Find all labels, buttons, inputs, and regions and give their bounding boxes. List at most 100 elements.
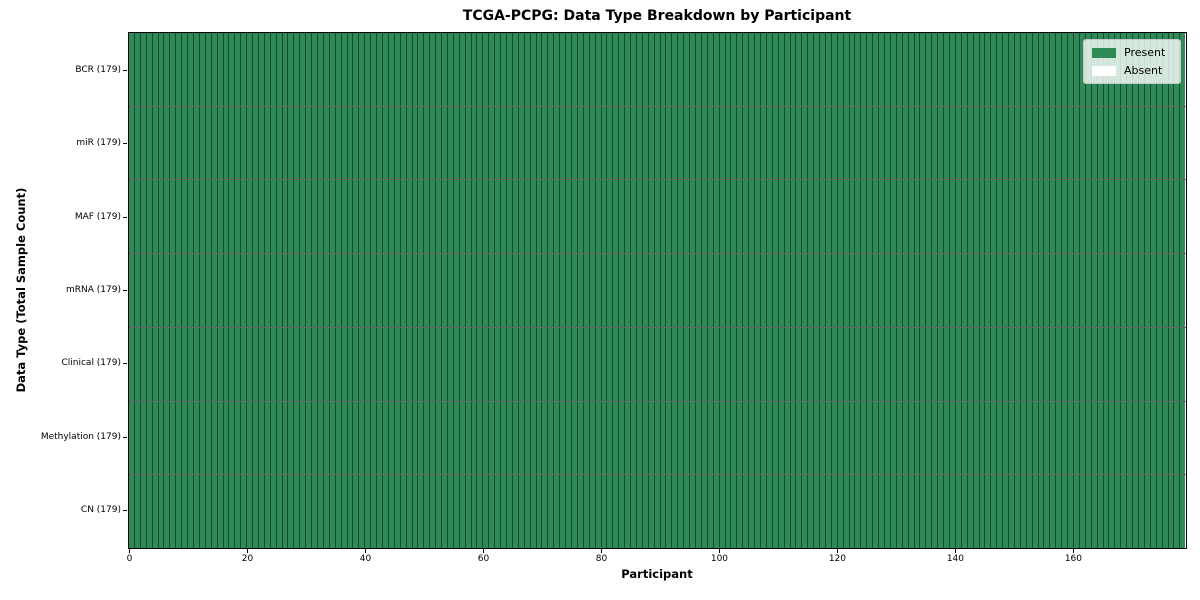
heatmap-cell: [257, 401, 264, 475]
heatmap-cell: [470, 33, 477, 106]
heatmap-cell: [535, 106, 542, 180]
heatmap-cell: [169, 106, 176, 180]
heatmap-cell: [683, 327, 690, 401]
heatmap-cell: [393, 254, 400, 327]
heatmap-cell: [819, 254, 825, 327]
heatmap-cell: [317, 401, 323, 475]
y-tick-mark: [123, 510, 127, 512]
heatmap-cell: [588, 106, 595, 180]
heatmap-cell: [978, 254, 985, 327]
heatmap-cell: [204, 180, 211, 254]
heatmap-cell: [813, 33, 820, 106]
heatmap-cell: [393, 106, 400, 180]
heatmap-cell: [1067, 254, 1073, 327]
heatmap-cell: [889, 401, 896, 475]
heatmap-cell: [842, 327, 849, 401]
heatmap-cell: [913, 327, 920, 401]
heatmap-cell: [129, 33, 134, 106]
heatmap-cell: [889, 327, 896, 401]
x-tick-mark: [954, 549, 956, 553]
heatmap-cell: [754, 33, 760, 106]
heatmap-cell: [1049, 475, 1056, 549]
heatmap-cell: [322, 401, 329, 475]
heatmap-cell: [299, 33, 306, 106]
heatmap-cell: [641, 254, 648, 327]
heatmap-cell: [860, 33, 867, 106]
heatmap-cell: [1179, 180, 1186, 254]
heatmap-cell: [328, 180, 335, 254]
heatmap-cell: [399, 106, 406, 180]
heatmap-cell: [954, 327, 961, 401]
heatmap-cell: [511, 180, 518, 254]
heatmap-cell: [129, 475, 134, 549]
y-tick-label: Methylation (179): [40, 431, 121, 442]
heatmap-cell: [1132, 401, 1138, 475]
heatmap-cell: [884, 327, 890, 401]
heatmap-cell: [352, 33, 359, 106]
heatmap-cell: [216, 33, 223, 106]
heatmap-cell: [954, 401, 961, 475]
heatmap-cell: [263, 475, 270, 549]
heatmap-cell: [848, 327, 855, 401]
heatmap-cell: [695, 33, 701, 106]
heatmap-cell: [659, 254, 666, 327]
heatmap-cell: [376, 180, 382, 254]
heatmap-cell: [358, 254, 365, 327]
heatmap-cell: [1120, 180, 1127, 254]
heatmap-cell: [706, 327, 713, 401]
heatmap-cell: [1084, 401, 1091, 475]
heatmap-cell: [1043, 401, 1050, 475]
heatmap-cell: [1031, 327, 1038, 401]
heatmap-cell: [1155, 401, 1162, 475]
heatmap-cell: [978, 475, 985, 549]
heatmap-cell: [712, 475, 719, 549]
heatmap-cell: [133, 401, 140, 475]
heatmap-cell: [706, 33, 713, 106]
heatmap-cell: [730, 106, 737, 180]
heatmap-cell: [1061, 475, 1068, 549]
heatmap-cell: [647, 401, 654, 475]
heatmap-cell: [1120, 254, 1127, 327]
heatmap-cell: [789, 254, 796, 327]
heatmap-cell: [257, 254, 264, 327]
heatmap-cell: [269, 180, 276, 254]
heatmap-cell: [801, 254, 808, 327]
heatmap-cell: [1025, 475, 1032, 549]
heatmap-cell: [317, 327, 323, 401]
heatmap-cell: [494, 33, 501, 106]
heatmap-cell: [240, 475, 247, 549]
heatmap-cell: [1167, 254, 1174, 327]
heatmap-cell: [311, 33, 317, 106]
heatmap-cell: [476, 327, 483, 401]
heatmap-cell: [1143, 106, 1150, 180]
heatmap-cell: [801, 327, 808, 401]
heatmap-cell: [1149, 327, 1156, 401]
heatmap-cell: [606, 33, 613, 106]
heatmap-cell: [978, 33, 985, 106]
heatmap-cell: [458, 180, 465, 254]
heatmap-cell: [328, 106, 335, 180]
heatmap-cell: [990, 254, 997, 327]
heatmap-cell: [931, 327, 938, 401]
heatmap-cell: [700, 254, 707, 327]
heatmap-cell: [181, 106, 188, 180]
heatmap-cell: [765, 106, 772, 180]
heatmap-cell: [771, 475, 778, 549]
heatmap-cell: [689, 106, 695, 180]
heatmap-cell: [565, 475, 571, 549]
heatmap-cell: [269, 254, 276, 327]
heatmap-cell: [216, 327, 223, 401]
heatmap-cell: [299, 106, 306, 180]
heatmap-cell: [901, 475, 908, 549]
heatmap-cell: [594, 180, 601, 254]
heatmap-cell: [836, 33, 843, 106]
heatmap-cell: [937, 254, 944, 327]
heatmap-cell: [913, 33, 920, 106]
heatmap-cell: [133, 33, 140, 106]
heatmap-cell: [470, 401, 477, 475]
heatmap-cell: [204, 475, 211, 549]
heatmap-cell: [1090, 401, 1097, 475]
heatmap-cell: [1013, 106, 1020, 180]
heatmap-cell: [364, 33, 371, 106]
heatmap-cell: [547, 254, 554, 327]
